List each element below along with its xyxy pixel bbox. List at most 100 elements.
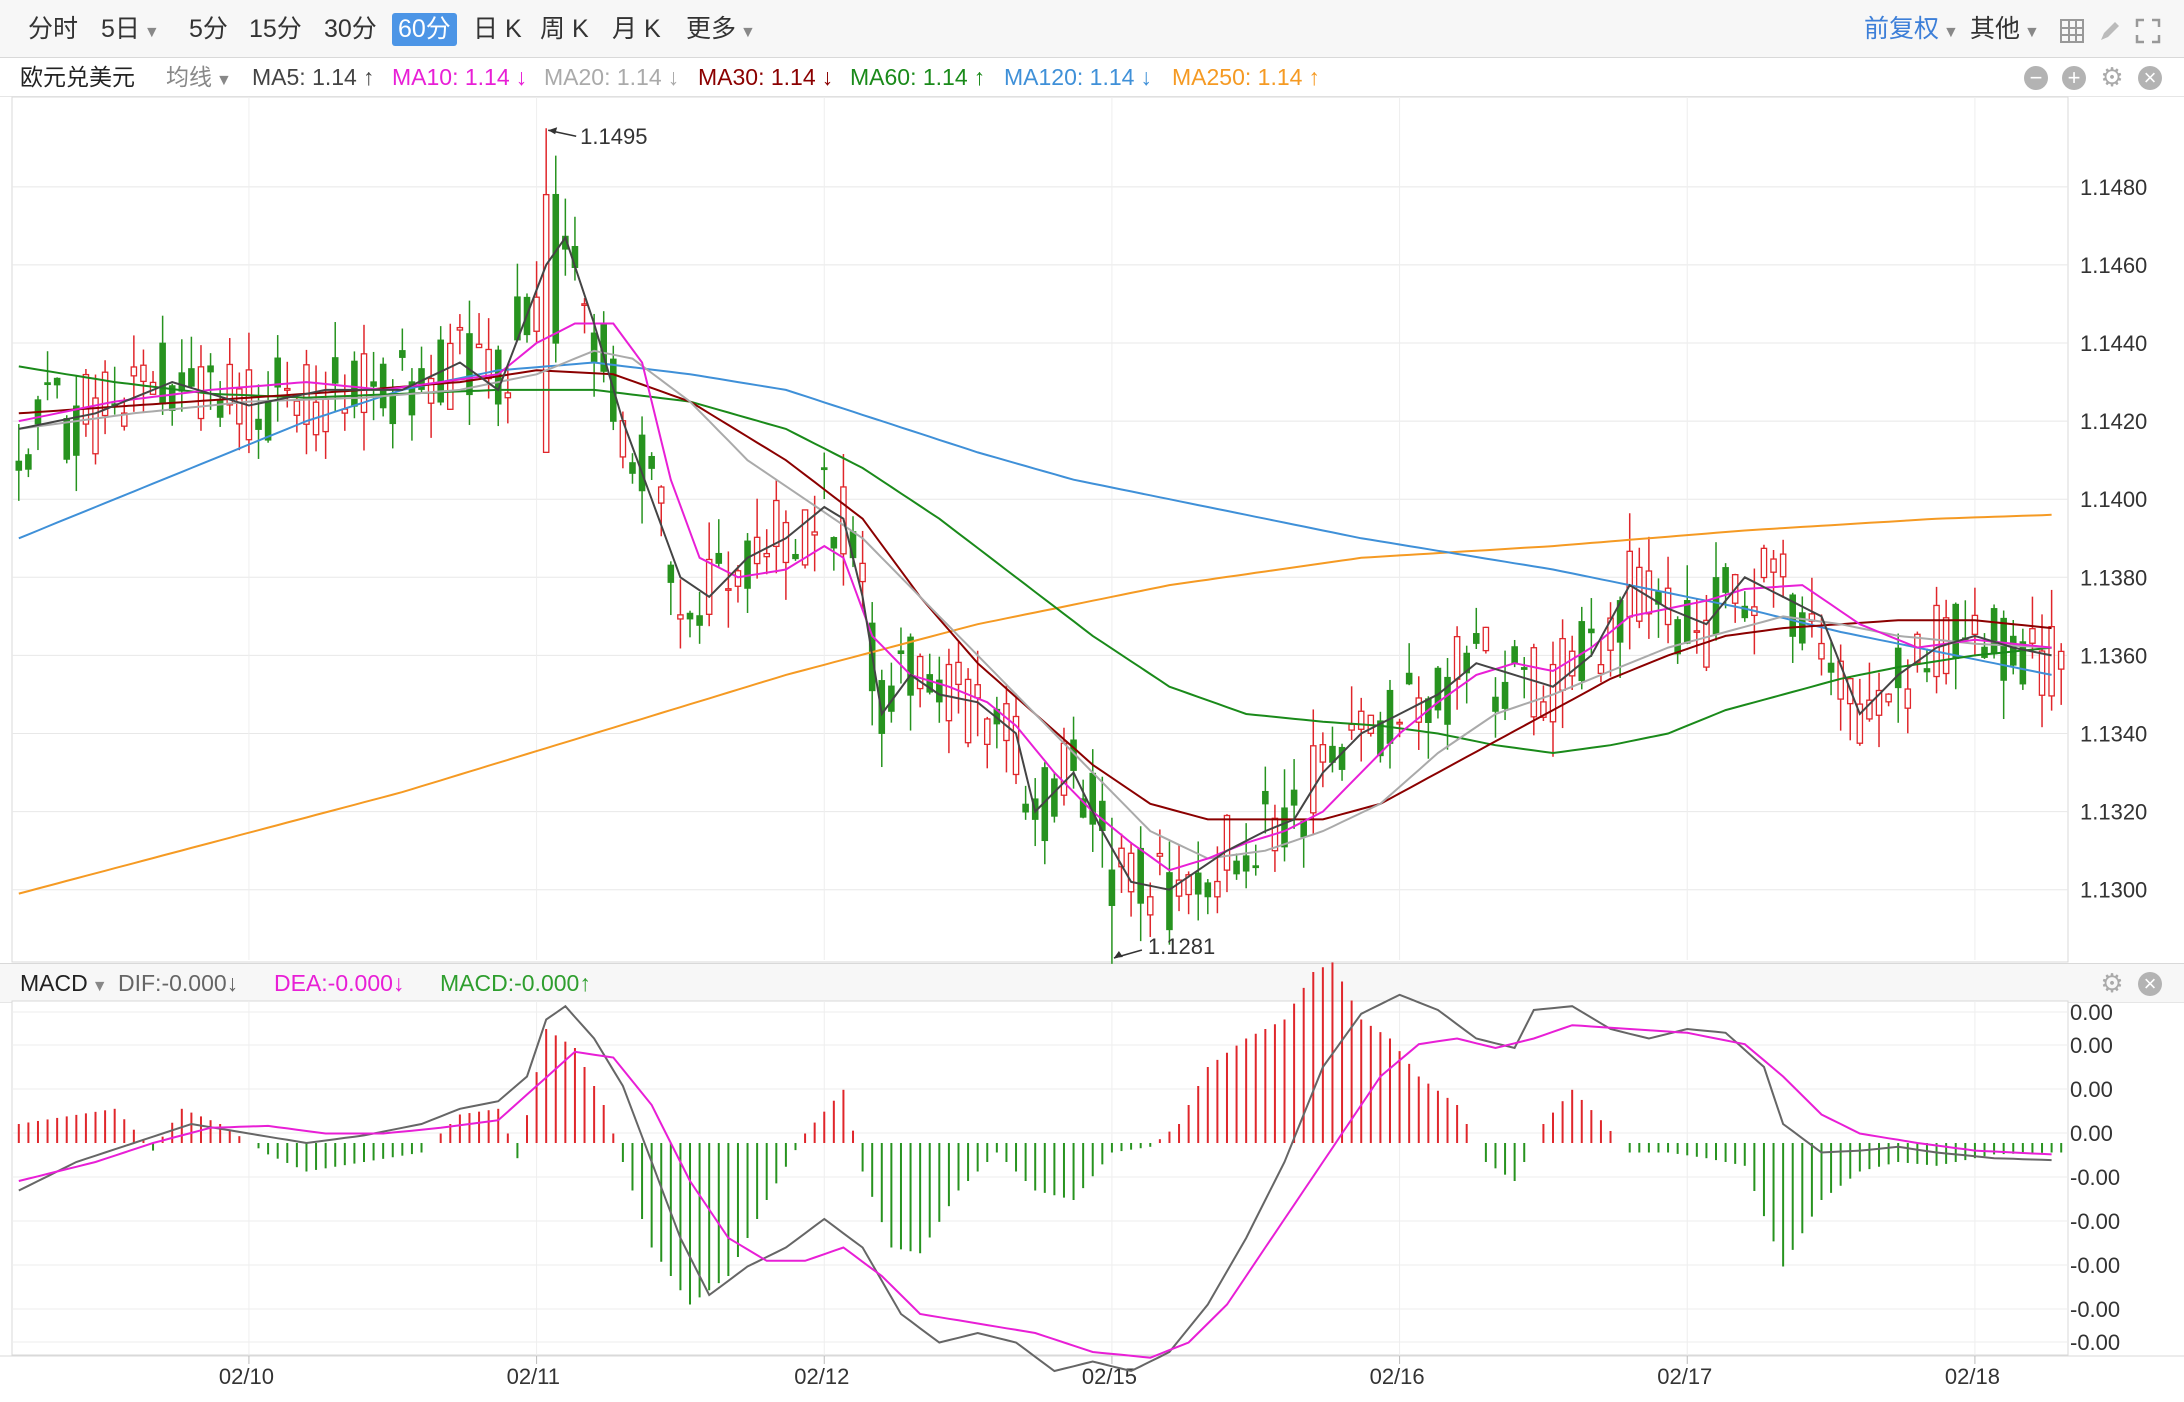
period-tab-7[interactable]: 周 K	[534, 13, 595, 46]
fullscreen-icon[interactable]	[2134, 17, 2162, 45]
period-tab-label: 分时	[28, 15, 79, 43]
candle-body	[447, 342, 454, 410]
period-tab-label: 30分	[324, 15, 377, 43]
ma-line-ma250	[18, 513, 2052, 895]
x-tick-label: 02/10	[219, 1364, 274, 1389]
candle-body	[1952, 603, 1960, 659]
candle-body	[533, 296, 540, 332]
x-tick-label: 02/17	[1657, 1364, 1712, 1389]
trend-arrow: ↑	[973, 64, 986, 90]
period-tab-5[interactable]: 60分	[392, 13, 457, 46]
trend-arrow: ↓	[515, 64, 528, 90]
ma-line-ma5	[18, 235, 2052, 891]
candle-body	[1588, 628, 1595, 634]
macd-legend-item: DIF:-0.000	[118, 970, 227, 996]
candle-body	[648, 455, 655, 469]
ma-legend-entry: MA20: 1.14 ↓	[544, 62, 679, 92]
macd-y-tick-label: -0.00	[2070, 1330, 2120, 1355]
candle-body	[1578, 621, 1586, 682]
period-tab-8[interactable]: 月 K	[606, 13, 667, 46]
ma-legend-entry: MA60: 1.14 ↑	[850, 62, 985, 92]
other-dropdown[interactable]: 其他 ▼	[1964, 13, 2046, 46]
candle-body	[485, 348, 492, 380]
candle-body	[456, 326, 464, 331]
candle-body	[1444, 676, 1451, 725]
candle-body	[1214, 880, 1221, 898]
candle-body	[1741, 605, 1749, 619]
candle-body	[1108, 869, 1116, 906]
candle-body	[705, 558, 713, 615]
candle-body	[1242, 855, 1250, 872]
close-icon[interactable]: ×	[2138, 972, 2162, 996]
candle-body	[360, 353, 368, 414]
candle-body	[1827, 662, 1835, 673]
candle-body	[638, 434, 646, 492]
ma-legend-item: MA5: 1.14	[252, 64, 357, 90]
plus-icon[interactable]: +	[2062, 66, 2086, 90]
period-tab-label: 5日	[101, 15, 140, 43]
candle-body	[1770, 558, 1777, 573]
adjust-label: 前复权	[1864, 15, 1940, 43]
candle-body	[63, 418, 71, 460]
candle-body	[216, 399, 224, 418]
candle-body	[1981, 646, 1988, 658]
candle-body	[1923, 668, 1931, 673]
period-tab-3[interactable]: 15分	[243, 13, 308, 46]
y-tick-label: 1.1340	[2080, 722, 2147, 747]
candle-body	[379, 363, 387, 409]
period-tab-0[interactable]: 分时	[22, 13, 84, 46]
candle-body	[351, 360, 358, 407]
line-mode-dropdown[interactable]: 均线 ▼	[166, 62, 232, 92]
macd-legend-item: DEA:-0.000	[274, 970, 393, 996]
candle-body	[331, 357, 339, 384]
chevron-down-icon: ▼	[740, 24, 756, 41]
candle-body	[475, 343, 483, 349]
period-tab-1[interactable]: 5日 ▼	[95, 13, 166, 46]
candle-body	[916, 655, 924, 690]
minus-icon[interactable]: −	[2024, 66, 2048, 90]
low-price-label: 1.1281	[1148, 934, 1215, 959]
gear-icon[interactable]: ⚙	[2100, 62, 2124, 92]
candle-body	[1003, 703, 1010, 742]
period-tab-2[interactable]: 5分	[183, 13, 234, 46]
candle-body	[370, 381, 377, 387]
close-icon[interactable]: ×	[2138, 66, 2162, 90]
period-tab-4[interactable]: 30分	[318, 13, 383, 46]
y-tick-label: 1.1320	[2080, 800, 2147, 825]
pen-icon[interactable]	[2096, 17, 2124, 45]
candle-body	[1415, 697, 1423, 723]
candle-body	[926, 674, 934, 693]
candle-body	[427, 377, 435, 404]
candle-body	[1156, 852, 1164, 857]
candle-body	[897, 650, 905, 654]
chevron-down-icon: ▼	[2024, 24, 2040, 41]
symbol-name: 欧元兑美元	[20, 64, 135, 90]
macd-indicator-dropdown[interactable]: MACD ▼	[20, 968, 108, 998]
candle-body	[1137, 847, 1144, 904]
candle-body	[677, 614, 684, 620]
candle-body	[1712, 577, 1720, 635]
period-tab-label: 周 K	[540, 15, 589, 43]
candle-body	[907, 636, 914, 696]
candle-body	[629, 462, 636, 474]
candle-body	[1194, 872, 1202, 895]
candle-body	[1511, 646, 1518, 664]
candle-body	[408, 381, 416, 416]
gear-icon[interactable]: ⚙	[2100, 968, 2124, 998]
macd-dif-line	[18, 993, 2052, 1373]
adjust-dropdown[interactable]: 前复权 ▼	[1858, 13, 1965, 46]
candle-body	[773, 499, 780, 548]
period-tab-6[interactable]: 日 K	[467, 13, 528, 46]
period-tab-9[interactable]: 更多 ▼	[680, 13, 762, 46]
candle-body	[744, 540, 751, 589]
candle-body	[1683, 600, 1691, 644]
candle-body	[715, 552, 723, 564]
y-tick-label: 1.1300	[2080, 878, 2147, 903]
grid-icon[interactable]	[2058, 17, 2086, 45]
candle-body	[255, 418, 262, 430]
chevron-down-icon: ▼	[91, 978, 108, 995]
candle-body	[1051, 778, 1058, 817]
candle-body	[830, 537, 838, 549]
candle-body	[44, 382, 51, 386]
